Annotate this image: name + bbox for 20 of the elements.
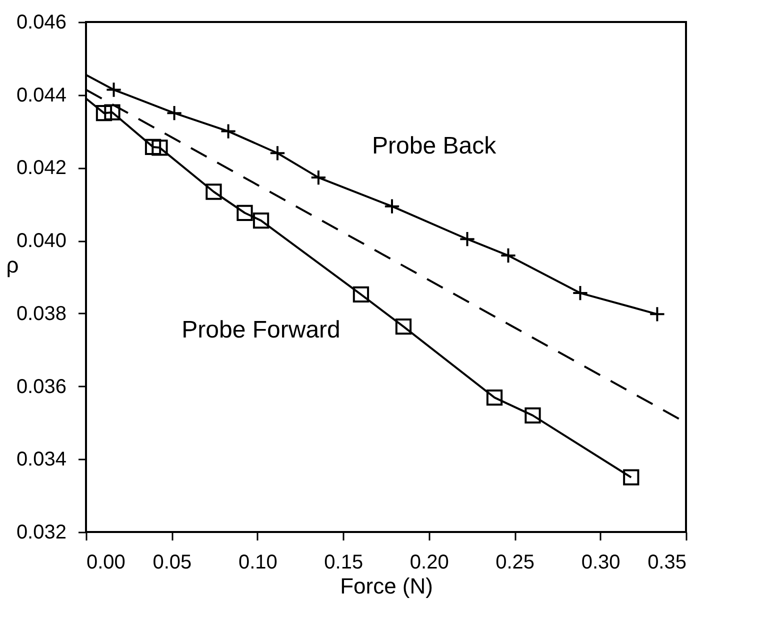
- x-axis-title: Force (N): [340, 574, 433, 598]
- series-label: Probe Back: [372, 132, 498, 160]
- y-tick-label: 0.044: [16, 84, 66, 106]
- y-tick-label: 0.038: [16, 302, 66, 325]
- x-tick-label: 0.05: [152, 552, 192, 574]
- x-tick-label: 0.00: [86, 552, 126, 574]
- y-axis-title: ρ: [6, 252, 19, 278]
- y-tick-label: 0.046: [16, 12, 66, 34]
- x-tick-label: 0.20: [410, 552, 449, 574]
- x-tick-label: 0.30: [581, 552, 620, 574]
- x-tick-label: 0.15: [324, 552, 364, 574]
- series-label: Probe Forward: [182, 316, 340, 344]
- x-tick-label: 0.25: [496, 552, 535, 574]
- x-tick-label: 0.35: [648, 552, 686, 574]
- y-tick-label: 0.040: [16, 230, 66, 252]
- y-tick-label: 0.034: [16, 448, 66, 471]
- y-tick-label: 0.032: [16, 522, 66, 544]
- y-tick-label: 0.042: [16, 157, 66, 180]
- x-tick-label: 0.10: [238, 552, 278, 574]
- y-tick-label: 0.036: [16, 376, 66, 398]
